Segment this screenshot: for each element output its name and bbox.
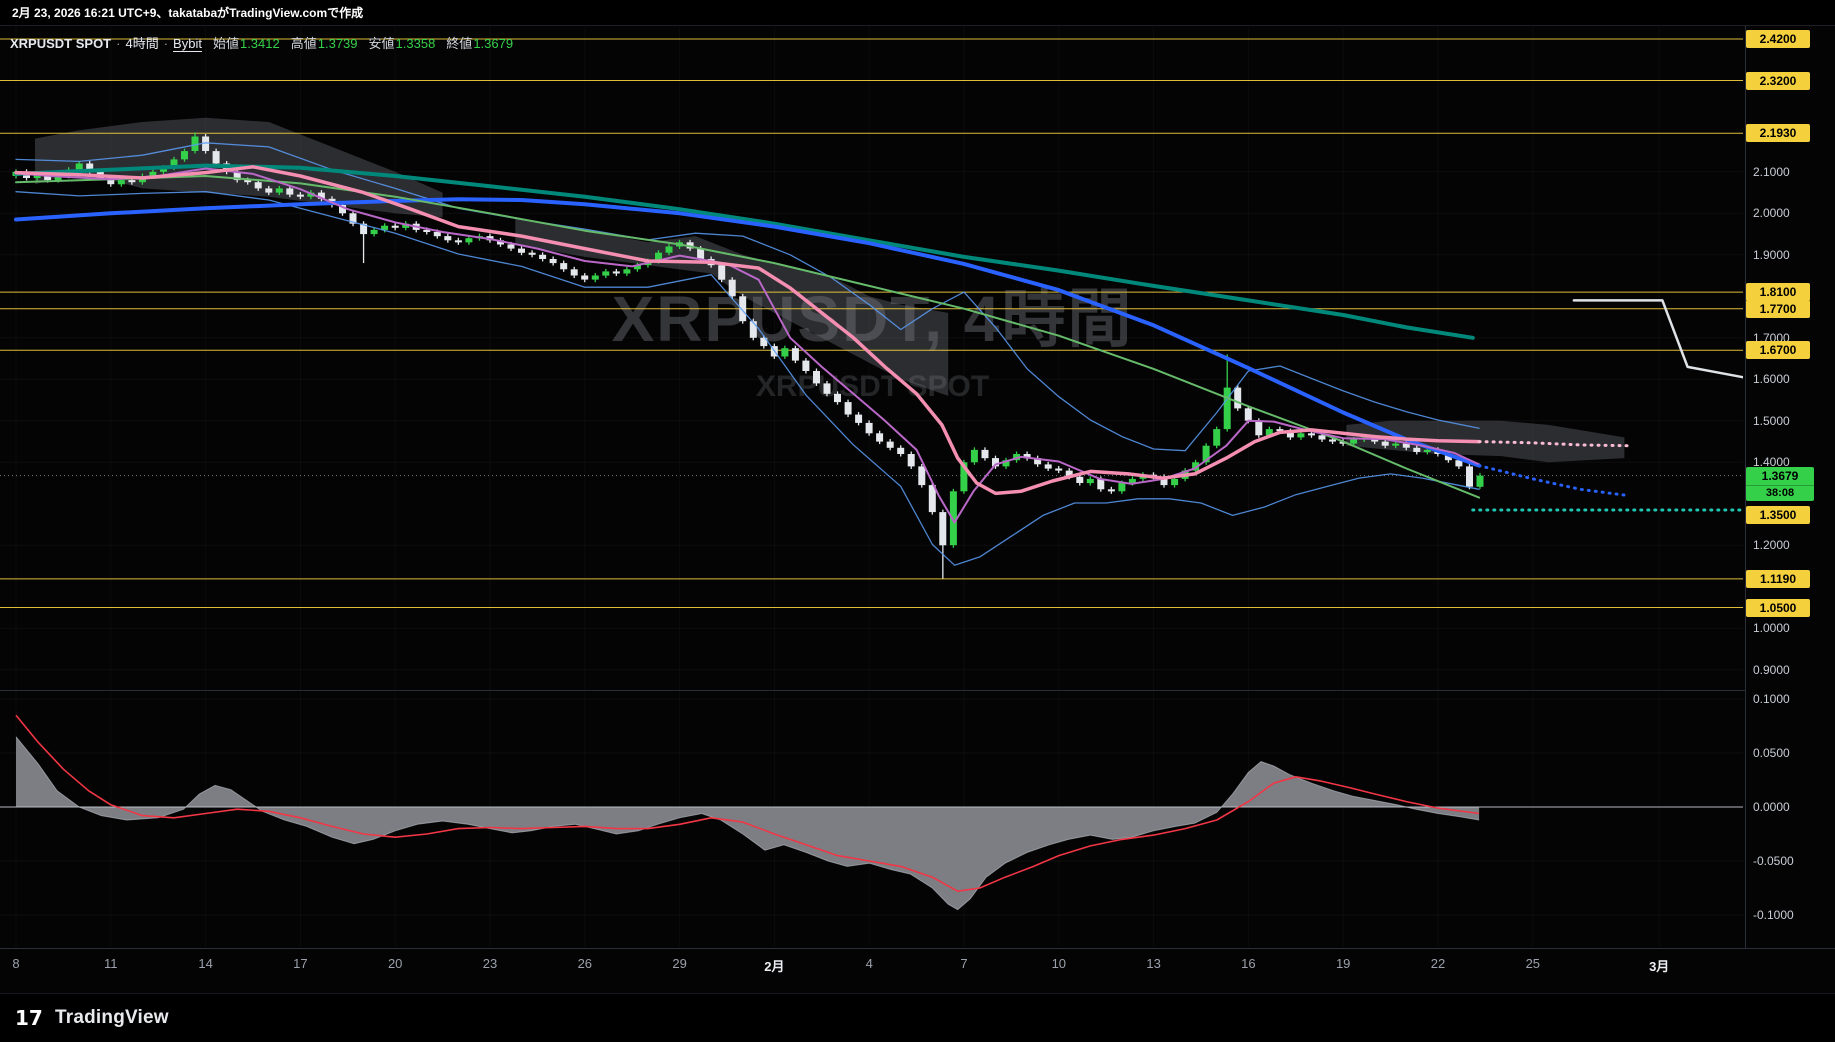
time-label: 8: [12, 956, 20, 971]
time-label: 17: [293, 956, 308, 971]
indicator-signal-line: [15, 714, 1480, 893]
ohlc-value: 1.3679: [473, 36, 514, 51]
overlay-ma-purple: [15, 167, 1481, 524]
overlay-white-structure-line: [1572, 299, 1743, 379]
yellow-price-label: 1.6700: [1746, 341, 1810, 360]
bar-countdown: 38:08: [1746, 484, 1814, 501]
legend-symbol[interactable]: XRPUSDT SPOT: [10, 36, 112, 51]
time-label: 10: [1051, 956, 1067, 971]
legend-interval[interactable]: 4時間: [125, 36, 159, 51]
legend-separator: ·: [116, 36, 121, 51]
ohlc-label: 始値: [212, 36, 239, 51]
ohlc-label: 終値: [446, 36, 473, 51]
yellow-price-label: 1.7700: [1746, 299, 1810, 318]
ohlc-value: 1.3412: [239, 36, 280, 51]
chart-canvas[interactable]: [0, 0, 1745, 993]
time-label: 14: [198, 956, 213, 971]
legend-ohlc: 始値1.3412 高値1.3739 安値1.3358 終値1.3679: [202, 36, 513, 51]
time-label: 7: [960, 956, 968, 971]
legend-exchange[interactable]: Bybit: [173, 36, 202, 51]
overlay-ma-blue: [14, 197, 1482, 468]
yellow-price-label: 1.1190: [1746, 569, 1810, 588]
indicator-tick-label: -0.0500: [1753, 854, 1794, 868]
legend-separator: ·: [163, 36, 169, 51]
time-label: 2月: [764, 959, 785, 974]
price-tick-label: 1.2000: [1753, 538, 1790, 553]
yellow-price-label: 1.3500: [1746, 506, 1810, 524]
time-label: 29: [672, 956, 687, 971]
indicator-tick-label: 0.1000: [1753, 692, 1790, 706]
current-price-label: 1.3679 38:08: [1746, 466, 1814, 501]
tradingview-brand[interactable]: TradingView: [55, 1007, 169, 1028]
price-tick-label: 2.1000: [1753, 164, 1790, 179]
svg-text:17: 17: [15, 1006, 43, 1030]
chart-legend[interactable]: XRPUSDT SPOT · 4時間 · Bybit 始値1.3412 高値1.3739 安値…: [10, 33, 513, 52]
yellow-price-label: 1.0500: [1746, 598, 1810, 617]
price-tick-label: 1.0000: [1753, 621, 1790, 636]
time-label: 19: [1335, 956, 1351, 971]
overlay-ma-green: [15, 175, 1481, 499]
overlay-bollinger-upper: [15, 142, 1480, 452]
time-label: 26: [577, 956, 593, 971]
overlay-ma-pink: [14, 165, 1481, 496]
ohlc-label: 安値: [368, 36, 395, 51]
price-tick-label: 1.9000: [1753, 247, 1790, 262]
yellow-price-label: 2.3200: [1746, 71, 1810, 90]
attribution-bar: 2月 23, 2026 16:21 UTC+9、takatabaがTrading…: [0, 0, 1835, 26]
tradingview-logo-icon[interactable]: 17: [14, 1006, 48, 1030]
indicator-tick-label: 0.0000: [1753, 800, 1790, 814]
price-scale[interactable]: 2.1000 2.0000 1.9000 1.7000 1.6000 1.5000 1.40…: [1745, 26, 1835, 948]
indicator-pane: [0, 714, 1743, 911]
time-label: 16: [1241, 956, 1256, 971]
price-scale-separator: [1745, 26, 1746, 948]
time-axis-separator: [0, 948, 1835, 949]
indicator-tick-label: -0.1000: [1753, 908, 1794, 922]
price-tick-label: 1.6000: [1753, 372, 1790, 387]
time-label: 22: [1430, 956, 1446, 971]
time-label: 23: [482, 956, 498, 971]
yellow-price-label: 1.8100: [1746, 283, 1810, 302]
overlay-ma-teal: [14, 163, 1475, 340]
price-tick-label: 1.5000: [1753, 413, 1790, 428]
yellow-price-label: 2.4200: [1746, 30, 1810, 48]
candles: [12, 132, 1484, 579]
yellow-price-label: 2.1930: [1746, 124, 1810, 143]
footer-bar: 17 TradingView: [0, 993, 1835, 1042]
overlay-pink-projection: [1477, 440, 1630, 448]
price-tick-label: 1.4000: [1753, 455, 1790, 470]
overlay-bollinger-lower: [15, 191, 1480, 566]
indicator-tick-label: 0.0500: [1753, 746, 1790, 760]
overlay-blue-projection: [1477, 464, 1630, 497]
main-pane: [0, 38, 1743, 609]
ohlc-value: 1.3358: [395, 36, 436, 51]
price-tick-label: 2.0000: [1753, 206, 1790, 221]
time-axis[interactable]: 8 11 14 17 20 23 26 29 2月 4 7 10 13 16 19 22 25 3月: [0, 948, 1745, 992]
time-label: 13: [1146, 956, 1161, 971]
time-label: 25: [1525, 956, 1541, 971]
price-tick-label: 0.9000: [1753, 662, 1790, 677]
time-label: 11: [104, 956, 118, 971]
ohlc-label: 高値: [290, 36, 317, 51]
pane-divider[interactable]: [0, 690, 1835, 691]
ichimoku-cloud: [515, 217, 949, 396]
current-price-value: 1.3679: [1761, 468, 1799, 483]
time-label: 20: [387, 956, 403, 971]
time-label: 4: [865, 956, 873, 971]
ohlc-value: 1.3739: [317, 36, 358, 51]
time-label: 3月: [1649, 959, 1670, 974]
attribution-text: 2月 23, 2026 16:21 UTC+9、takatabaがTrading…: [12, 6, 364, 20]
